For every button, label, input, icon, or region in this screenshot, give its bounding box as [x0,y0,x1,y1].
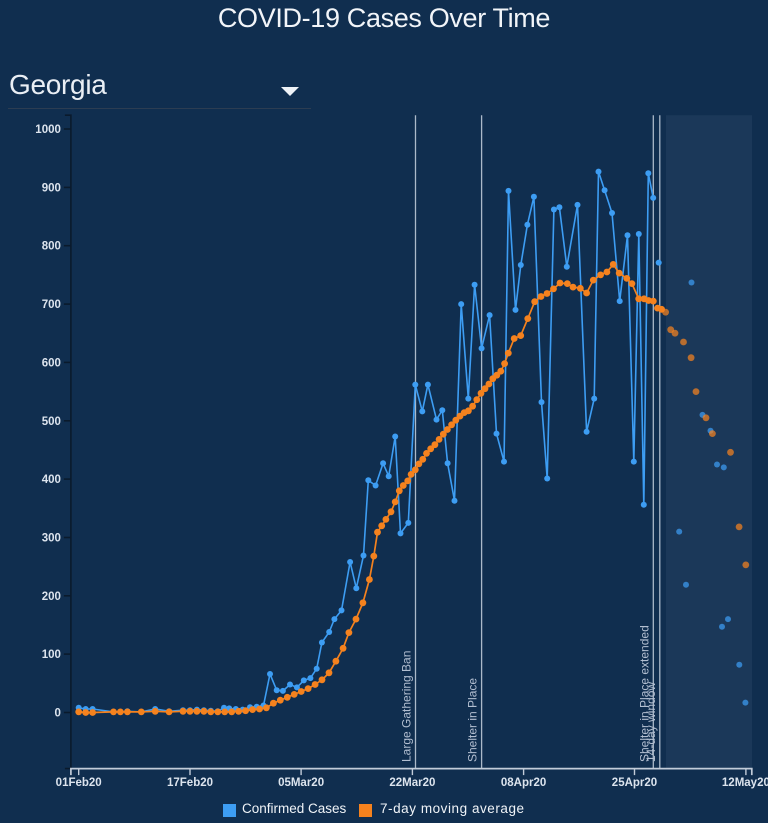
svg-text:05Mar20: 05Mar20 [278,777,324,789]
svg-text:22Mar20: 22Mar20 [389,777,435,789]
svg-text:500: 500 [42,416,61,428]
svg-text:100: 100 [42,649,61,661]
svg-text:1000: 1000 [35,124,61,136]
svg-text:Shelter in Place: Shelter in Place [466,678,480,762]
svg-text:14-day window: 14-day window [644,682,658,762]
svg-text:08Apr20: 08Apr20 [501,777,546,789]
svg-text:17Feb20: 17Feb20 [167,777,213,789]
svg-text:Large Gathering Ban: Large Gathering Ban [400,651,414,762]
svg-text:01Feb20: 01Feb20 [56,777,102,789]
svg-text:800: 800 [42,241,61,253]
svg-text:0: 0 [54,708,60,720]
svg-text:900: 900 [42,182,61,194]
svg-text:600: 600 [42,357,61,369]
svg-text:700: 700 [42,299,61,311]
svg-text:200: 200 [42,591,61,603]
svg-text:12May20: 12May20 [722,777,768,789]
svg-text:300: 300 [42,533,61,545]
svg-text:Shelter in Place extended: Shelter in Place extended [637,625,651,762]
svg-text:25Apr20: 25Apr20 [612,777,657,789]
svg-text:400: 400 [42,474,61,486]
